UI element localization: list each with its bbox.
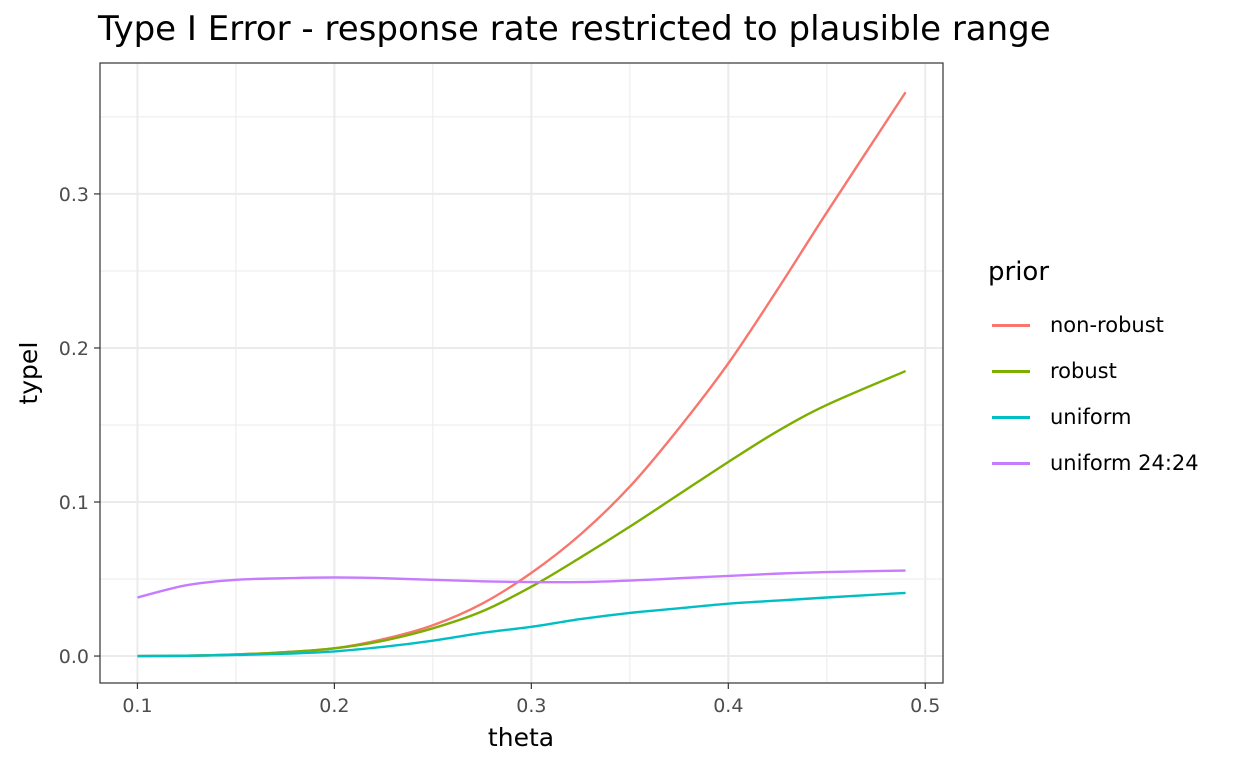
legend-item-non-robust: non-robust [988,302,1164,348]
legend-label: uniform 24:24 [1050,451,1199,475]
y-axis-title: typeI [14,341,43,404]
legend-title: prior [988,257,1050,287]
legend-key-line [992,370,1030,373]
x-axis-title: theta [488,723,554,752]
legend-label: non-robust [1050,313,1164,337]
legend-key [988,302,1034,348]
legend-key-line [992,416,1030,419]
grid-minor [100,63,943,683]
series-line-robust [137,369,907,658]
legend-key [988,394,1034,440]
legend: prior non-robust robust uniform uniform 24:… [988,256,1199,486]
x-tick-label: 0.1 [122,695,152,717]
plot-panel-border [99,62,944,684]
legend-item-robust: robust [988,348,1117,394]
legend-label: uniform [1050,405,1132,429]
y-axis: 0.0 0.1 0.2 0.3 [59,184,100,668]
legend-key [988,440,1034,486]
legend-key [988,348,1034,394]
y-tick-label: 0.3 [59,184,89,206]
x-tick-label: 0.3 [516,695,546,717]
legend-key-line [992,462,1030,465]
series-lines [137,91,907,658]
series-line-uniform-24-24 [137,569,906,599]
series-line-uniform [137,591,906,658]
y-tick-label: 0.0 [59,646,89,668]
legend-item-uniform-24-24: uniform 24:24 [988,440,1199,486]
x-tick-label: 0.2 [319,695,349,717]
series-line-non-robust [137,91,907,658]
x-tick-label: 0.5 [910,695,940,717]
grid-major [100,63,943,683]
legend-key-line [992,324,1030,327]
legend-items: non-robust robust uniform uniform 24:24 [988,302,1199,486]
legend-label: robust [1050,359,1117,383]
y-tick-label: 0.2 [59,338,89,360]
x-tick-label: 0.4 [713,695,743,717]
x-axis: 0.1 0.2 0.3 0.4 0.5 [122,683,940,717]
y-tick-label: 0.1 [59,492,89,514]
legend-item-uniform: uniform [988,394,1131,440]
chart-title: Type I Error - response rate restricted … [98,9,1051,49]
